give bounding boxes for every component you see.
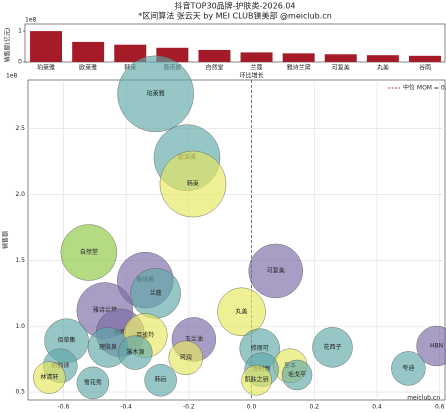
bubble [416,325,446,367]
bar [240,52,273,62]
y-tick-label: 2.0 [15,191,25,198]
bubble-label: 韩束 [187,180,199,188]
x-tick-label: 0.6 [435,404,445,411]
bubble [33,361,66,394]
offset-label: 1e8 [6,73,18,80]
bubble [60,224,118,281]
bubble [391,351,426,386]
y-axis-title: 销售额 [2,231,10,249]
bubble-label: 玉兰油 [185,335,203,343]
bubble-label: 肌肤之钥 [245,376,269,384]
bubble-label: 丸美 [236,307,248,315]
bubble [241,365,272,396]
x-tick-label: -0.4 [120,404,132,411]
y-axis-title: 销售额(亿元) [4,28,12,63]
bubble-label: 林清轩 [40,373,58,381]
offset-label: 1e8 [25,17,37,24]
x-tick-label: 兰蔻 [251,64,263,72]
bubble-label: 毛戈平 [288,370,306,378]
chart-title: 抖音TOP30品牌-护肤类-2026.04 [174,1,295,11]
x-tick-label: 可复美 [332,64,350,72]
bar [282,53,315,62]
bar [408,55,441,62]
bubble [248,243,303,299]
y-tick-label: 1.5 [15,257,25,264]
x-tick-label: 0.2 [310,404,320,411]
bubble [217,287,266,336]
bubble [76,366,110,400]
watermark: meiclub.cn [407,395,440,402]
y-tick-label: 1.0 [15,323,25,330]
bar [114,44,147,62]
x-tick-label: 珀莱雅 [37,64,55,72]
bar [198,49,231,62]
x-tick-label: 自然堂 [205,64,223,72]
bubble-label: 兰蔻 [150,289,162,297]
bubble [144,364,177,397]
bubble [159,150,227,218]
x-tick-label: -0.6 [58,404,70,411]
bubble-label: 百雀羚 [136,331,154,339]
bubble-label: 佰草集 [58,336,76,344]
y-tick-label: 0 [18,59,22,66]
bubble-label: 可复美 [267,266,285,274]
chart-subtitle: *区间算法 张云天 by MEI CLUB镁美部 @meiclub.cn [138,11,332,21]
plot-frame [24,23,446,63]
x-tick-label: -0.2 [183,404,195,411]
bubble-label: 花西子 [323,343,341,351]
bar [30,31,63,62]
bubble-label: 娇韵诗 [51,361,69,369]
legend-label: 中位 MOM = 0.00 [403,84,446,92]
bubble [117,55,194,133]
bubble-label: 修丽可 [251,344,269,352]
bubble-label: 夸迪 [402,364,414,372]
x-tick-label: 雅诗兰黛 [287,64,311,72]
bubble-label: 雅诗兰黛 [93,306,117,314]
x-tick-label: 0.0 [247,404,257,411]
plot-frame [27,79,446,401]
y-tick-label: 2.5 [15,125,25,132]
bubble-label: 溪木源 [126,348,144,356]
bubble-label: 珂润 [180,353,192,361]
bubble-label: 理肤泉 [99,343,117,351]
bubble-label: 自然堂 [80,248,98,256]
x-tick-label: 谷雨 [419,64,431,72]
bubble-label: 雪花秀 [84,378,102,386]
x-tick-label: 欧莱雅 [79,64,97,72]
y-tick-label: 0.5 [15,389,25,396]
y-tick-label: 1 [18,28,22,35]
bubble-label: 珀莱雅 [147,89,165,97]
x-tick-label: 丸美 [377,64,389,72]
x-tick-label: 0.4 [372,404,382,411]
bubble [118,335,153,370]
bar [366,55,399,62]
bar [324,54,357,62]
bubble [168,340,203,376]
bubble [312,327,353,368]
x-axis-title: 环比增长 [240,72,264,80]
bar [72,41,105,62]
bubble [281,359,313,391]
bubble-label: HBN [430,343,443,350]
bubble-label: 韩后 [155,376,167,384]
